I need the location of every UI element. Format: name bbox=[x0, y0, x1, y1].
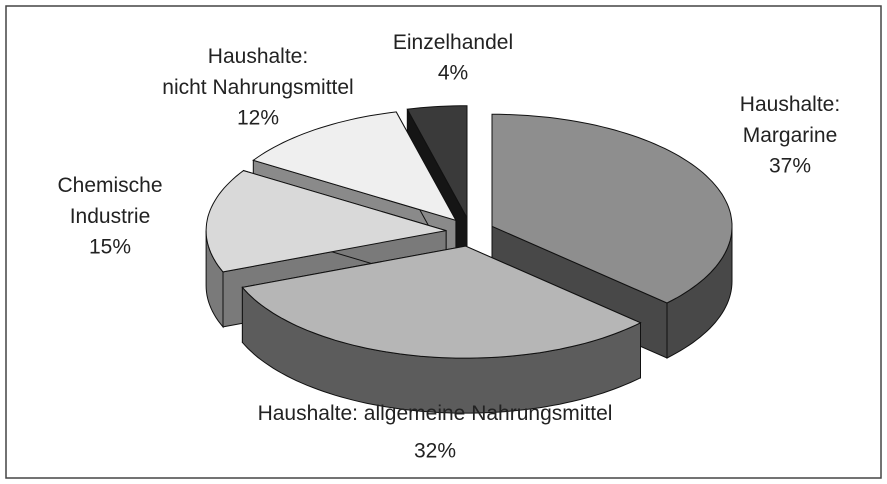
slice-top bbox=[252, 111, 457, 222]
value-label: 15% bbox=[89, 236, 131, 259]
value-label: 4% bbox=[438, 62, 468, 85]
slice-top bbox=[205, 170, 447, 273]
value-label: 32% bbox=[414, 440, 456, 463]
slice bbox=[241, 245, 642, 414]
slice-top bbox=[491, 113, 733, 304]
slice-label: Chemische Industrie bbox=[57, 174, 162, 228]
value-label: 12% bbox=[237, 107, 279, 130]
slice-label: Haushalte: nicht Nahrungsmittel bbox=[162, 45, 353, 99]
slice-label: Einzelhandel bbox=[393, 31, 513, 54]
slice-label: Haushalte: allgemeine Nahrungsmittel bbox=[258, 402, 613, 425]
value-label: 37% bbox=[769, 155, 811, 178]
slice-top bbox=[241, 245, 642, 359]
slice-label: Haushalte: Margarine bbox=[740, 93, 840, 147]
slice-top bbox=[406, 105, 468, 218]
